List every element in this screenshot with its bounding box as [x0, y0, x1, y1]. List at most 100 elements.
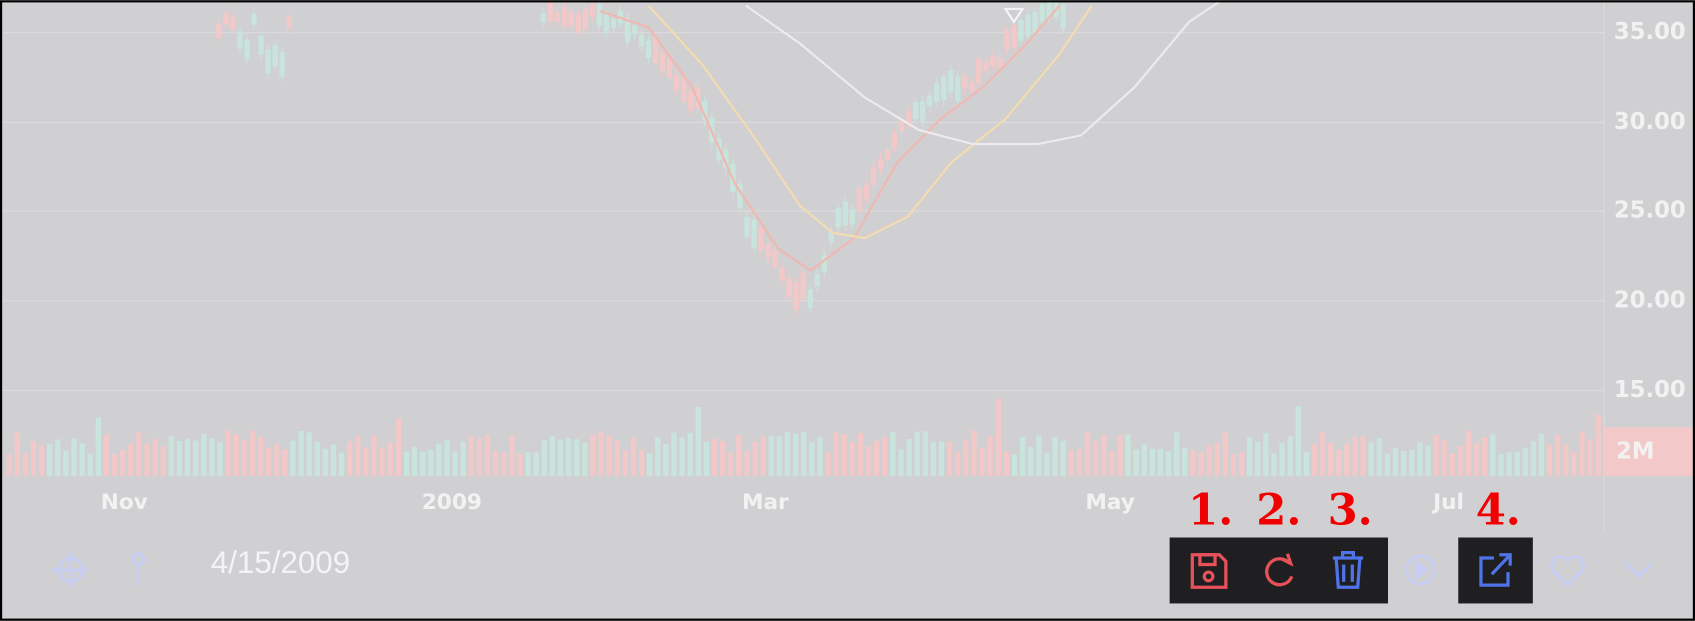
volume-bar [1060, 440, 1066, 476]
volume-bar [719, 441, 726, 476]
candle-body [786, 278, 792, 298]
candle-body [765, 243, 771, 259]
volume-bar [938, 441, 945, 476]
volume-bar [119, 449, 126, 476]
volume-bar [1109, 450, 1115, 476]
volume-bar [760, 436, 766, 476]
candle-body [265, 49, 271, 74]
volume-bar [833, 432, 839, 476]
volume-bar [452, 451, 458, 476]
replay-button[interactable] [1404, 554, 1437, 586]
candle-body [856, 187, 863, 212]
volume-bar [801, 431, 807, 476]
volume-bar [460, 441, 466, 476]
volume-bar [314, 441, 320, 476]
volume-bar [671, 432, 677, 476]
volume-bar [201, 433, 207, 476]
save-button[interactable] [1190, 553, 1228, 589]
crosshair-button[interactable] [51, 551, 89, 589]
highlight-box [1169, 537, 1388, 604]
volume-bar [1473, 443, 1480, 476]
volume-bar [209, 438, 215, 476]
refresh-button[interactable] [1265, 553, 1294, 587]
volume-bar [930, 442, 937, 476]
volume-bar [1579, 431, 1585, 476]
candle-body [237, 31, 243, 49]
volume-bar [79, 443, 85, 476]
volume-bar [1498, 454, 1504, 476]
volume-bar [946, 441, 953, 476]
open-external-button[interactable] [1479, 553, 1512, 587]
volume-bar [257, 437, 264, 476]
favorite-button[interactable] [1550, 555, 1585, 588]
moving-average-long [745, 0, 1223, 146]
candle-body [779, 267, 785, 281]
expand-button[interactable] [1624, 562, 1653, 579]
volume-bar [1546, 445, 1553, 476]
candle-body [800, 272, 806, 300]
volume-bar [492, 450, 499, 476]
volume-bar [476, 437, 483, 476]
candle-body [751, 220, 757, 248]
volume-bar [14, 432, 20, 476]
candle-body [835, 207, 842, 228]
volume-bar [1360, 436, 1366, 476]
delete-button[interactable] [1332, 551, 1364, 589]
volume-bar [849, 442, 856, 476]
x-tick-label: 2009 [422, 490, 482, 515]
volume-bar [987, 436, 993, 476]
candles [216, 0, 1066, 316]
candle-body [575, 14, 582, 33]
volume-bar [1019, 436, 1026, 476]
volume-bar [1384, 453, 1391, 476]
volume-bar [1182, 447, 1188, 476]
volume-bar [533, 452, 539, 476]
candle-body [216, 23, 222, 38]
candle-body [849, 209, 856, 225]
volume-bar [484, 434, 491, 476]
candle-body [596, 4, 603, 26]
volume-bar [1036, 435, 1042, 476]
volume-bar [1190, 450, 1196, 476]
volume-bar [1279, 442, 1285, 476]
candle-body [821, 255, 827, 273]
candle-body [941, 76, 947, 101]
candle-body [251, 13, 257, 25]
volume-bar [1165, 451, 1172, 476]
volume-bar [509, 434, 515, 476]
volume-bar [387, 442, 393, 476]
volume-bar [6, 454, 12, 476]
candle-body [912, 101, 919, 120]
volume-bar [338, 452, 345, 476]
volume-bar [1595, 414, 1601, 476]
candle-body [659, 53, 666, 71]
volume-bar [557, 439, 564, 476]
volume-bar [1295, 405, 1301, 476]
volume-bar [971, 430, 977, 476]
pin-button[interactable] [131, 552, 146, 588]
volume-bar [517, 453, 523, 476]
candle-body [223, 13, 229, 25]
volume-bar [1044, 452, 1050, 476]
volume-bar [71, 438, 77, 476]
volume-bar [1328, 442, 1334, 476]
volume-bar [963, 440, 969, 476]
volume-bar [638, 449, 645, 476]
volume-bar [687, 432, 693, 476]
volume-bar [225, 430, 231, 476]
volume-bar [614, 440, 620, 476]
volume-bar [1344, 443, 1350, 476]
candle-body [933, 82, 940, 102]
annotation: 2. [1256, 485, 1301, 536]
x-tick-label: May [1085, 490, 1135, 515]
candle-body [758, 227, 764, 251]
volume-bar [1141, 443, 1147, 476]
volume-bar [1206, 444, 1212, 476]
volume-bar [322, 448, 329, 476]
candle-body [286, 16, 292, 29]
candle-body [807, 289, 813, 309]
volume-bar [184, 438, 191, 476]
candle-body [884, 149, 891, 161]
candle-body [926, 95, 933, 107]
